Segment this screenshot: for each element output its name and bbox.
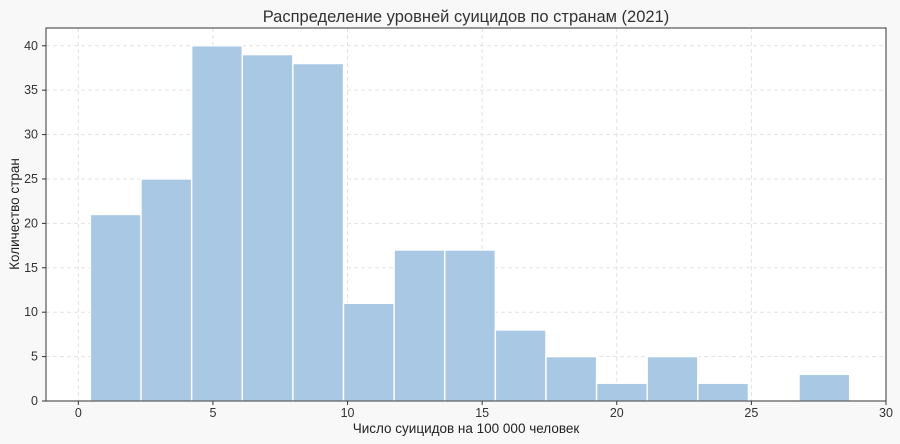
x-tick-label: 25 [744, 406, 758, 420]
histogram-bar [292, 62, 345, 402]
histogram-bar [241, 53, 294, 402]
x-axis-label: Число суицидов на 100 000 человек [353, 421, 580, 436]
x-tick-label: 15 [475, 406, 489, 420]
y-tick-label: 5 [31, 350, 38, 364]
histogram-bar [89, 213, 142, 402]
x-tick-label: 5 [209, 406, 216, 420]
y-tick-label: 35 [24, 83, 38, 97]
y-tick-label: 15 [24, 261, 38, 275]
y-tick-label: 10 [24, 305, 38, 319]
y-ticks: 0 5 10 15 20 25 30 35 40 [24, 39, 46, 408]
histogram-bar [342, 302, 395, 402]
x-ticks: 0 5 10 15 20 25 30 [75, 401, 893, 420]
chart-title: Распределение уровней суицидов по страна… [263, 8, 670, 26]
histogram-bar [545, 355, 598, 402]
x-tick-label: 30 [879, 406, 893, 420]
y-tick-label: 40 [24, 39, 38, 53]
y-tick-label: 30 [24, 128, 38, 142]
histogram-bar [140, 178, 193, 402]
y-tick-label: 0 [31, 394, 38, 408]
x-tick-label: 20 [610, 406, 624, 420]
y-axis-label: Количество стран [7, 158, 22, 270]
y-tick-label: 20 [24, 216, 38, 230]
histogram-bar [190, 45, 243, 402]
bars-layer [89, 45, 851, 402]
y-tick-label: 25 [24, 172, 38, 186]
x-tick-label: 0 [75, 406, 82, 420]
histogram-bar [697, 382, 750, 402]
x-tick-label: 10 [341, 406, 355, 420]
histogram-bar [798, 373, 851, 402]
histogram-bar [646, 355, 699, 402]
histogram-bar [595, 382, 648, 402]
histogram-bar [444, 249, 497, 402]
histogram-bar [494, 329, 547, 402]
histogram-bar [393, 249, 446, 402]
plot-frame [45, 27, 887, 402]
